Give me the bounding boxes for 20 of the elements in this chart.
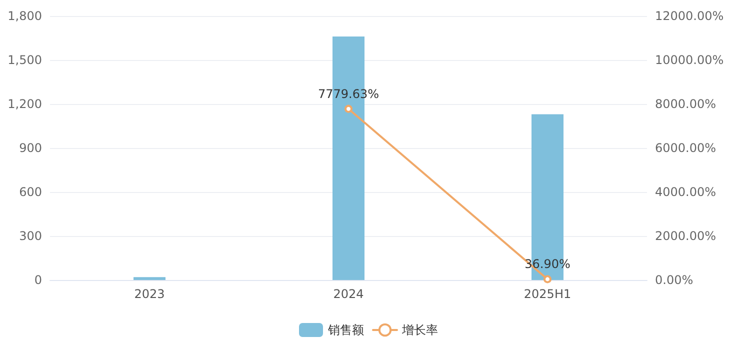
y2-tick-label: 0.00% bbox=[655, 273, 694, 287]
legend-label: 销售额 bbox=[327, 323, 364, 337]
y-tick-label: 900 bbox=[19, 141, 42, 155]
y2-tick-label: 10000.00% bbox=[655, 53, 724, 67]
x-tick-label: 2024 bbox=[333, 287, 364, 301]
y-tick-label: 1,500 bbox=[8, 53, 42, 67]
y-tick-label: 1,800 bbox=[8, 9, 42, 23]
y-tick-label: 1,200 bbox=[8, 97, 42, 111]
y2-tick-label: 6000.00% bbox=[655, 141, 716, 155]
y2-tick-label: 4000.00% bbox=[655, 185, 716, 199]
x-tick-label: 2023 bbox=[134, 287, 165, 301]
legend-label: 增长率 bbox=[401, 323, 438, 337]
y2-tick-label: 2000.00% bbox=[655, 229, 716, 243]
y2-tick-label: 8000.00% bbox=[655, 97, 716, 111]
y-tick-label: 0 bbox=[34, 273, 42, 287]
x-tick-label: 2025H1 bbox=[524, 287, 572, 301]
y2-tick-label: 12000.00% bbox=[655, 9, 724, 23]
y-tick-label: 600 bbox=[19, 185, 42, 199]
bar bbox=[134, 277, 166, 280]
y-tick-label: 300 bbox=[19, 229, 42, 243]
